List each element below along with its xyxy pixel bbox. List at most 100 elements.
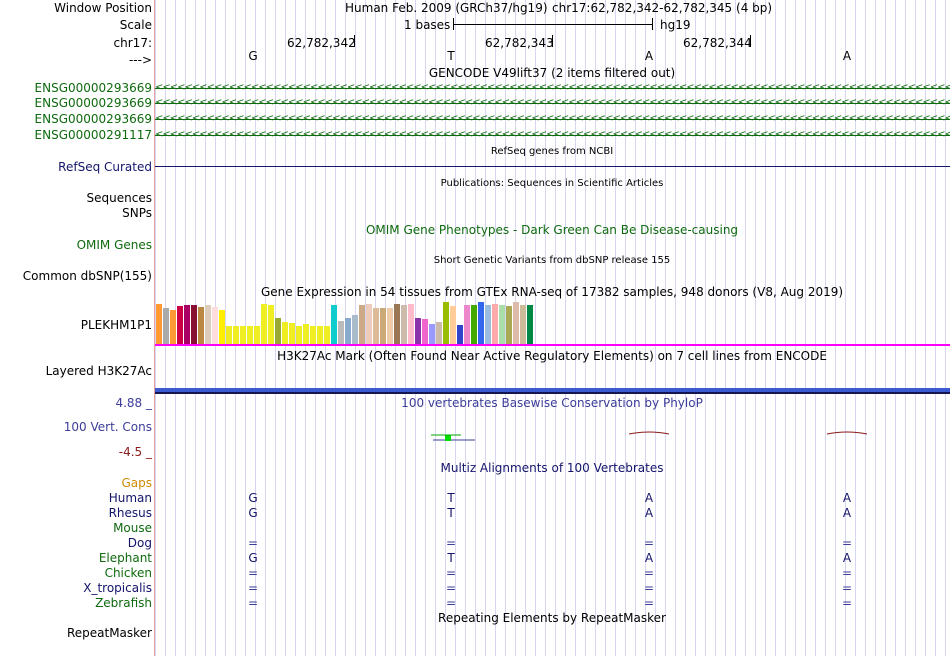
gtex-bar[interactable] <box>254 326 260 344</box>
label-species-chicken[interactable]: Chicken <box>104 566 152 580</box>
gtex-bar[interactable] <box>499 305 505 344</box>
label-gene-1[interactable]: ENSG00000293669 <box>34 81 152 95</box>
gtex-bar[interactable] <box>324 326 330 344</box>
gtex-bar[interactable] <box>513 302 519 344</box>
grid-line <box>905 0 906 656</box>
label-gene-2[interactable]: ENSG00000293669 <box>34 96 152 110</box>
gtex-bar[interactable] <box>226 326 232 344</box>
label-snps[interactable]: SNPs <box>122 206 152 220</box>
label-species-mouse[interactable]: Mouse <box>113 521 152 535</box>
grid-line <box>865 0 866 656</box>
gene-track-4[interactable]: <<<<<<<<<<<<<<<<<<<<<<<<<<<<<<<<<<<<<<<<… <box>155 129 950 140</box>
label-repeatmasker[interactable]: RepeatMasker <box>66 626 152 640</box>
label-h3k27ac[interactable]: Layered H3K27Ac <box>45 364 152 378</box>
gtex-bar[interactable] <box>401 305 407 344</box>
label-gene-3[interactable]: ENSG00000293669 <box>34 112 152 126</box>
gtex-bar[interactable] <box>366 304 372 344</box>
gtex-bar[interactable] <box>345 318 351 344</box>
ruler-tick-3 <box>750 35 751 47</box>
gtex-bar[interactable] <box>282 322 288 344</box>
gtex-bar[interactable] <box>219 310 225 344</box>
label-strand[interactable]: ---> <box>128 53 152 67</box>
label-species-xtropicalis[interactable]: X_tropicalis <box>83 581 152 595</box>
gtex-bar[interactable] <box>317 326 323 344</box>
label-species-elephant[interactable]: Elephant <box>98 551 152 565</box>
label-species-human[interactable]: Human <box>108 491 152 505</box>
gtex-bar[interactable] <box>359 305 365 344</box>
gtex-bar[interactable] <box>163 308 169 344</box>
gtex-bar[interactable] <box>268 305 274 344</box>
grid-line <box>855 0 856 656</box>
gtex-bar[interactable] <box>520 305 526 344</box>
gtex-bar[interactable] <box>450 306 456 344</box>
gtex-bar[interactable] <box>464 305 470 344</box>
h3k27ac-signal[interactable] <box>155 388 950 394</box>
gtex-bar[interactable] <box>205 305 211 344</box>
grid-line <box>635 0 636 656</box>
gtex-bar[interactable] <box>457 325 463 344</box>
gtex-bar[interactable] <box>240 326 246 344</box>
gtex-bar[interactable] <box>296 326 302 344</box>
gtex-bar[interactable] <box>331 305 337 344</box>
gtex-bar[interactable] <box>373 308 379 344</box>
browser-image[interactable]: Human Feb. 2009 (GRCh37/hg19) chr17:62,7… <box>155 0 950 656</box>
gtex-bar[interactable] <box>527 305 533 344</box>
label-species-rhesus[interactable]: Rhesus <box>108 506 152 520</box>
gene-track-2[interactable]: <<<<<<<<<<<<<<<<<<<<<<<<<<<<<<<<<<<<<<<<… <box>155 97 950 108</box>
label-refseq[interactable]: RefSeq Curated <box>58 160 152 174</box>
refseq-title: RefSeq genes from NCBI <box>490 146 614 157</box>
label-species-dog[interactable]: Dog <box>127 536 152 550</box>
grid-line <box>735 0 736 656</box>
gtex-bar[interactable] <box>471 305 477 344</box>
cons-plot[interactable] <box>155 420 950 450</box>
assembly-title: Human Feb. 2009 (GRCh37/hg19) <box>345 1 548 15</box>
label-sequences[interactable]: Sequences <box>86 191 152 205</box>
scale-db: hg19 <box>660 18 691 32</box>
omim-title: OMIM Gene Phenotypes - Dark Green Can Be… <box>365 223 739 237</box>
gtex-bar[interactable] <box>338 321 344 344</box>
gtex-bar[interactable] <box>380 308 386 344</box>
gtex-bar[interactable] <box>422 319 428 344</box>
label-omim[interactable]: OMIM Genes <box>76 238 152 252</box>
gtex-bar[interactable] <box>303 324 309 344</box>
gene-track-3[interactable]: <<<<<<<<<<<<<<<<<<<<<<<<<<<<<<<<<<<<<<<<… <box>155 113 950 124</box>
gtex-bar[interactable] <box>233 326 239 344</box>
label-cons[interactable]: 100 Vert. Cons <box>63 420 152 434</box>
grid-line <box>695 0 696 656</box>
gtex-bar[interactable] <box>198 307 204 344</box>
gtex-bar[interactable] <box>191 305 197 344</box>
label-species-zebrafish[interactable]: Zebrafish <box>95 596 152 610</box>
gtex-bar[interactable] <box>247 326 253 344</box>
gtex-bar[interactable] <box>310 326 316 344</box>
gtex-bar[interactable] <box>394 304 400 344</box>
label-gene-4[interactable]: ENSG00000291117 <box>34 128 152 142</box>
gtex-bar[interactable] <box>485 305 491 344</box>
gtex-bar[interactable] <box>156 304 162 344</box>
gtex-bar[interactable] <box>177 306 183 344</box>
gtex-bar[interactable] <box>170 310 176 344</box>
gtex-bar[interactable] <box>506 306 512 344</box>
base-1: G <box>248 49 258 63</box>
gtex-bar[interactable] <box>212 307 218 344</box>
gtex-bar[interactable] <box>436 322 442 344</box>
gtex-bar[interactable] <box>289 323 295 344</box>
gtex-bar[interactable] <box>408 304 414 344</box>
gtex-bar[interactable] <box>352 315 358 344</box>
grid-line <box>685 0 686 656</box>
gtex-bar-chart[interactable] <box>156 302 596 344</box>
gtex-bar[interactable] <box>443 302 449 344</box>
aligned-base-x_tropicalis: = <box>643 581 655 595</box>
gtex-bar[interactable] <box>387 308 393 344</box>
gtex-bar[interactable] <box>492 304 498 344</box>
gtex-bar[interactable] <box>261 304 267 344</box>
refseq-line[interactable] <box>155 166 950 167</box>
gtex-bar[interactable] <box>415 318 421 344</box>
gtex-bar[interactable] <box>184 305 190 344</box>
gene-track-1[interactable]: <<<<<<<<<<<<<<<<<<<<<<<<<<<<<<<<<<<<<<<<… <box>155 82 950 93</box>
gtex-bar[interactable] <box>429 324 435 344</box>
gtex-bar[interactable] <box>478 302 484 344</box>
label-species-gaps[interactable]: Gaps <box>121 476 152 490</box>
label-gtex-gene[interactable]: PLEKHM1P1 <box>80 318 152 332</box>
gtex-bar[interactable] <box>275 318 281 344</box>
label-dbsnp[interactable]: Common dbSNP(155) <box>22 269 152 283</box>
